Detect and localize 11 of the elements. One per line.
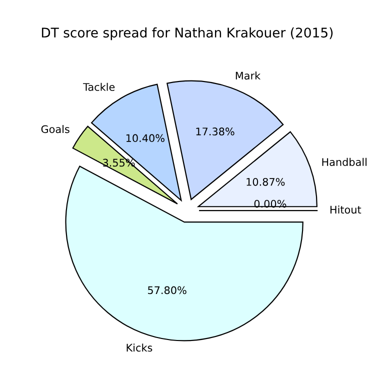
data-label: 10.87% <box>246 178 285 186</box>
category-label: Hitout <box>330 206 362 214</box>
data-label: 10.40% <box>126 134 164 142</box>
slice-label: Handball <box>322 158 366 166</box>
slice-label: Goals <box>41 125 70 134</box>
chart-title: DT score spread for Nathan Krakouer (2015) <box>42 27 333 40</box>
slice-label: Mark <box>236 72 261 80</box>
slice-label: Tackle <box>83 82 115 91</box>
data-label: 17.38% <box>196 128 234 136</box>
slice-label: Kicks <box>126 344 152 352</box>
data-label: 57.80% <box>148 286 186 294</box>
